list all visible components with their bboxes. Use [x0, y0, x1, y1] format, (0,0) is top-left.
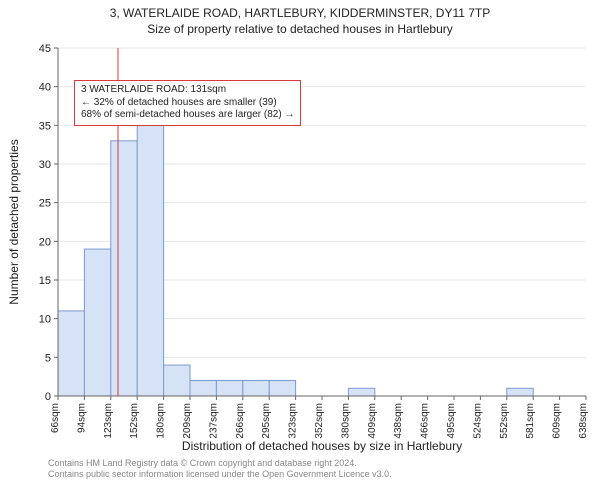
histogram-bar: [190, 381, 216, 396]
svg-text:0: 0: [45, 391, 51, 403]
histogram-bar: [348, 388, 374, 396]
svg-text:495sqm: 495sqm: [446, 403, 457, 439]
histogram-bar: [269, 381, 295, 396]
svg-text:123sqm: 123sqm: [103, 403, 114, 439]
page-title-line2: Size of property relative to detached ho…: [0, 22, 600, 36]
svg-text:45: 45: [39, 43, 51, 55]
svg-text:152sqm: 152sqm: [129, 403, 140, 439]
y-axis-label: Number of detached properties: [7, 139, 21, 304]
svg-text:552sqm: 552sqm: [499, 403, 510, 439]
svg-text:438sqm: 438sqm: [393, 403, 404, 439]
svg-text:466sqm: 466sqm: [420, 403, 431, 439]
histogram-bar: [243, 381, 269, 396]
histogram-bar: [216, 381, 242, 396]
svg-text:323sqm: 323sqm: [288, 403, 299, 439]
svg-text:638sqm: 638sqm: [578, 403, 589, 439]
svg-text:66sqm: 66sqm: [50, 403, 61, 433]
svg-text:40: 40: [39, 82, 51, 94]
svg-text:10: 10: [39, 314, 51, 326]
callout-line: 68% of semi-detached houses are larger (…: [81, 109, 294, 122]
svg-text:266sqm: 266sqm: [235, 403, 246, 439]
page-title-line1: 3, WATERLAIDE ROAD, HARTLEBURY, KIDDERMI…: [0, 6, 600, 20]
histogram-bar: [507, 388, 533, 396]
svg-text:209sqm: 209sqm: [182, 403, 193, 439]
footer-line2: Contains public sector information licen…: [48, 469, 600, 480]
svg-text:524sqm: 524sqm: [472, 403, 483, 439]
svg-text:20: 20: [39, 236, 51, 248]
callout-line: 3 WATERLAIDE ROAD: 131sqm: [81, 84, 294, 97]
svg-text:581sqm: 581sqm: [525, 403, 536, 439]
callout-line: ← 32% of detached houses are smaller (39…: [81, 97, 294, 110]
histogram-bar: [164, 365, 190, 396]
svg-text:15: 15: [39, 275, 51, 287]
histogram-bar: [58, 311, 84, 396]
svg-text:237sqm: 237sqm: [208, 403, 219, 439]
svg-text:94sqm: 94sqm: [76, 403, 87, 433]
svg-text:295sqm: 295sqm: [261, 403, 272, 439]
svg-text:35: 35: [39, 120, 51, 132]
footer-line1: Contains HM Land Registry data © Crown c…: [48, 458, 600, 469]
svg-text:409sqm: 409sqm: [367, 403, 378, 439]
svg-text:380sqm: 380sqm: [340, 403, 351, 439]
svg-text:30: 30: [39, 159, 51, 171]
histogram-bar: [137, 118, 163, 396]
chart-area: 0 5 10 15 20 25 30 35 40 45 66sqm 94sqm 123sqm 152sqm…: [0, 36, 600, 456]
histogram-bar: [111, 141, 137, 396]
svg-text:352sqm: 352sqm: [314, 403, 325, 439]
marker-callout: 3 WATERLAIDE ROAD: 131sqm← 32% of detach…: [74, 80, 301, 126]
histogram-bar: [84, 249, 110, 396]
svg-text:180sqm: 180sqm: [156, 403, 167, 439]
footer-credits: Contains HM Land Registry data © Crown c…: [48, 458, 600, 481]
svg-text:25: 25: [39, 198, 51, 210]
x-axis-label: Distribution of detached houses by size …: [182, 439, 462, 453]
svg-text:5: 5: [45, 352, 51, 364]
svg-text:609sqm: 609sqm: [552, 403, 563, 439]
